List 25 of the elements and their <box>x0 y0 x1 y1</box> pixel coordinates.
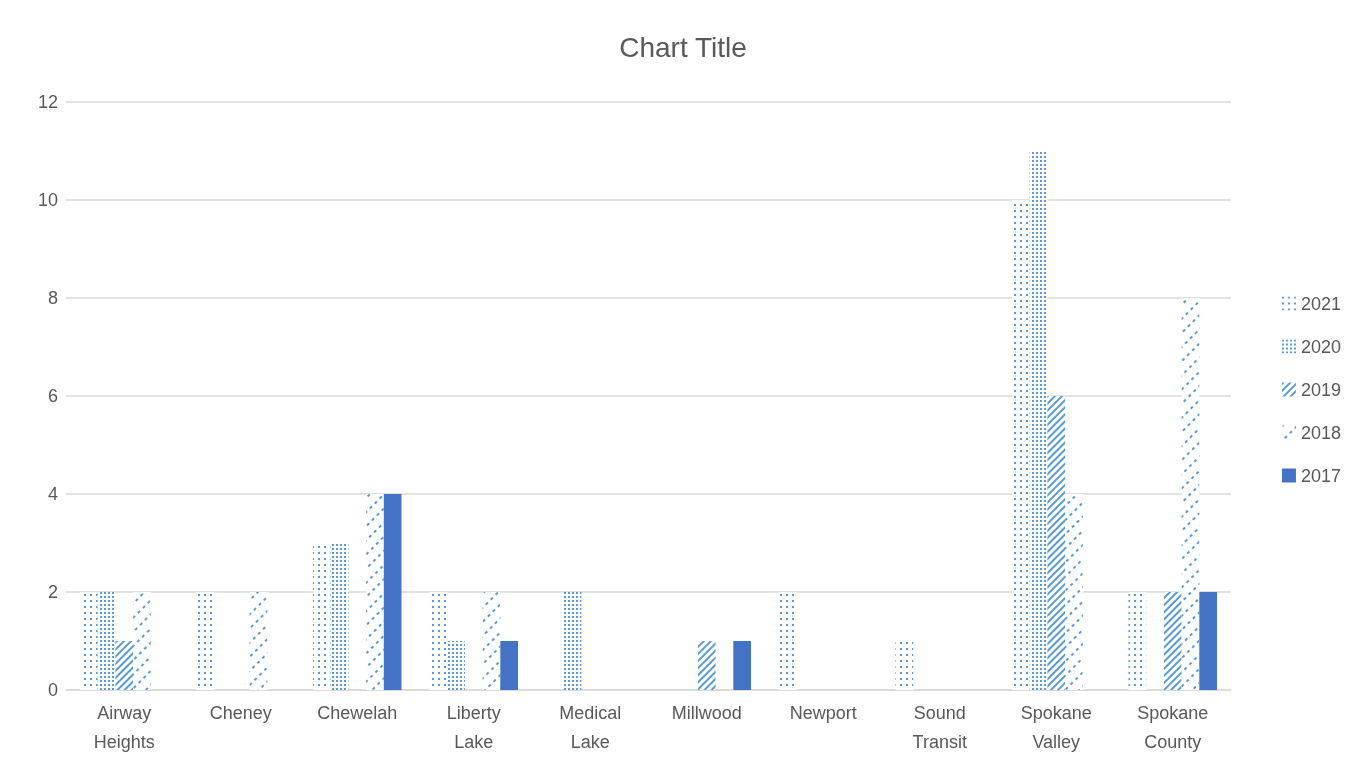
y-tick-label: 10 <box>37 190 58 210</box>
x-tick-label: Millwood <box>671 702 742 723</box>
legend-label: 2018 <box>1300 422 1341 443</box>
x-tick-label: Sound Transit <box>912 702 967 752</box>
x-tick-label: Newport <box>789 702 857 723</box>
y-tick-label: 4 <box>47 484 58 504</box>
bar <box>1199 592 1218 690</box>
y-tick-label: 8 <box>47 288 58 308</box>
x-tick-label: Cheney <box>209 702 272 723</box>
x-tick-label: Spokane County <box>1137 702 1209 752</box>
legend-label: 2019 <box>1300 379 1341 400</box>
x-tick-label: Spokane Valley <box>1020 702 1092 752</box>
x-tick-label: Medical Lake <box>559 702 622 752</box>
x-tick-label: Airway Heights <box>93 702 155 752</box>
bar <box>733 641 752 690</box>
y-tick-label: 6 <box>47 386 58 406</box>
legend-label: 2021 <box>1300 293 1341 314</box>
chart-title: Chart Title <box>619 31 747 63</box>
legend-label: 2020 <box>1300 336 1341 357</box>
y-tick-label: 2 <box>47 582 58 602</box>
y-tick-label: 0 <box>47 680 58 700</box>
x-tick-label: Liberty Lake <box>446 702 501 752</box>
x-tick-label: Chewelah <box>317 702 398 723</box>
legend-label: 2017 <box>1300 465 1341 486</box>
y-tick-label: 12 <box>37 92 58 112</box>
